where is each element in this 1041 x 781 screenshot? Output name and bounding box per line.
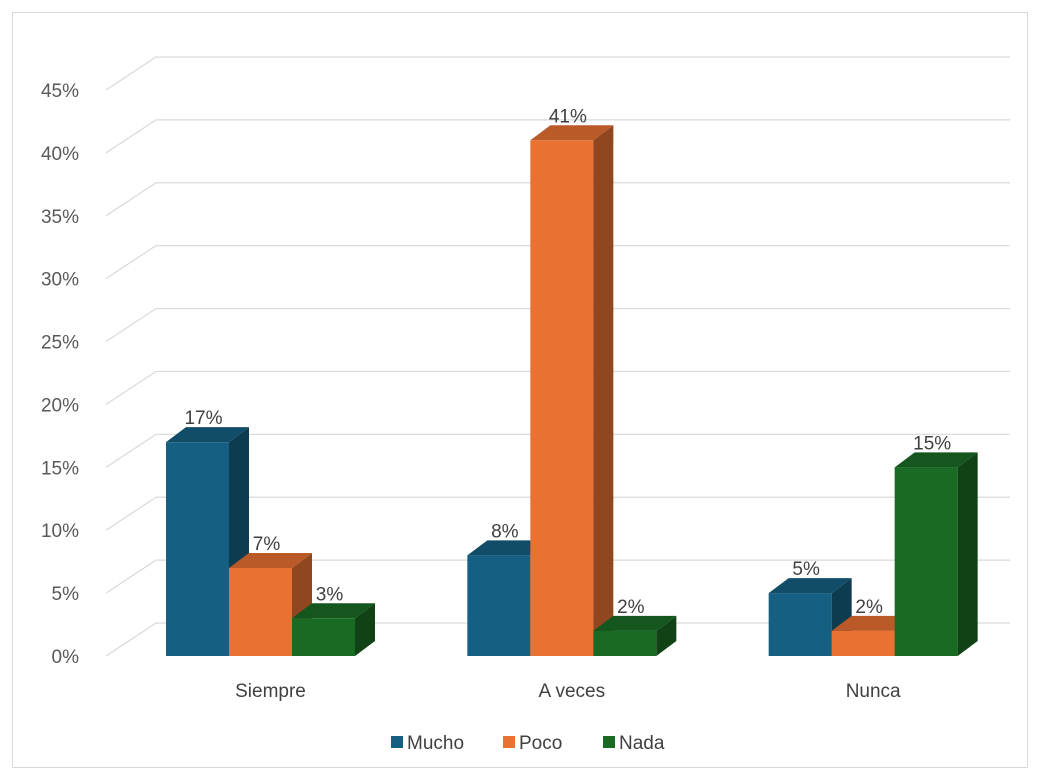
- bar-nada-0: [292, 603, 375, 656]
- legend-label: Poco: [519, 733, 562, 754]
- bar-nada-1: [593, 615, 677, 656]
- data-label: 17%: [184, 408, 222, 429]
- x-category-label: A veces: [539, 681, 606, 702]
- data-label: 2%: [855, 597, 883, 618]
- y-tick-label: 5%: [52, 584, 80, 605]
- gridline: [105, 245, 1010, 280]
- gridline: [105, 370, 1010, 405]
- legend-swatch: [603, 736, 615, 748]
- data-label: 3%: [316, 584, 344, 605]
- legend-item-nada: Nada: [603, 733, 665, 754]
- legend-label: Mucho: [407, 733, 464, 754]
- y-tick-label: 25%: [41, 333, 79, 354]
- bar-mucho-0: [166, 427, 249, 656]
- legend-item-poco: Poco: [503, 733, 562, 754]
- y-tick-label: 10%: [41, 521, 79, 542]
- legend: Mucho Poco Nada: [391, 733, 665, 754]
- y-tick-label: 45%: [41, 81, 79, 102]
- gridline: [105, 433, 1010, 468]
- data-label: 2%: [617, 597, 645, 618]
- bar-poco-0: [229, 552, 312, 656]
- gridline: [105, 182, 1010, 217]
- bar-nada-2: [894, 452, 978, 656]
- y-tick-label: 15%: [41, 458, 79, 479]
- x-category-label: Siempre: [235, 681, 306, 702]
- legend-label: Nada: [619, 733, 665, 754]
- gridline: [105, 56, 1010, 91]
- y-tick-label: 0%: [52, 647, 80, 668]
- data-label: 7%: [253, 534, 281, 555]
- gridline: [105, 559, 1010, 594]
- bars: [166, 125, 978, 657]
- data-labels: 17% 7% 3% 8% 41% 2% 5% 2% 15%: [184, 106, 951, 618]
- y-tick-label: 30%: [41, 270, 79, 291]
- data-label: 8%: [491, 521, 519, 542]
- gridline: [105, 496, 1010, 531]
- y-tick-label: 40%: [41, 144, 79, 165]
- x-category-label: Nunca: [846, 681, 901, 702]
- legend-swatch: [503, 736, 515, 748]
- data-label: 15%: [913, 433, 951, 454]
- y-axis-ticks: 0% 5% 10% 15% 20% 25% 30% 35% 40% 45%: [41, 81, 79, 668]
- legend-swatch: [391, 736, 403, 748]
- legend-item-mucho: Mucho: [391, 733, 464, 754]
- gridline: [105, 307, 1010, 343]
- x-axis-categories: Siempre A veces Nunca: [235, 681, 901, 702]
- gridline: [105, 622, 1010, 657]
- y-tick-label: 20%: [41, 395, 79, 416]
- y-tick-label: 35%: [41, 207, 79, 228]
- bar-poco-1: [530, 125, 614, 657]
- gridlines: [105, 56, 1010, 657]
- data-label: 5%: [792, 559, 820, 580]
- chart-frame: 0% 5% 10% 15% 20% 25% 30% 35% 40% 45% 17% 7% 3% 8% 41…: [12, 12, 1028, 768]
- data-label: 41%: [549, 106, 587, 127]
- gridline: [105, 119, 1010, 154]
- bar-chart: 0% 5% 10% 15% 20% 25% 30% 35% 40% 45% 17% 7% 3% 8% 41…: [41, 56, 1010, 754]
